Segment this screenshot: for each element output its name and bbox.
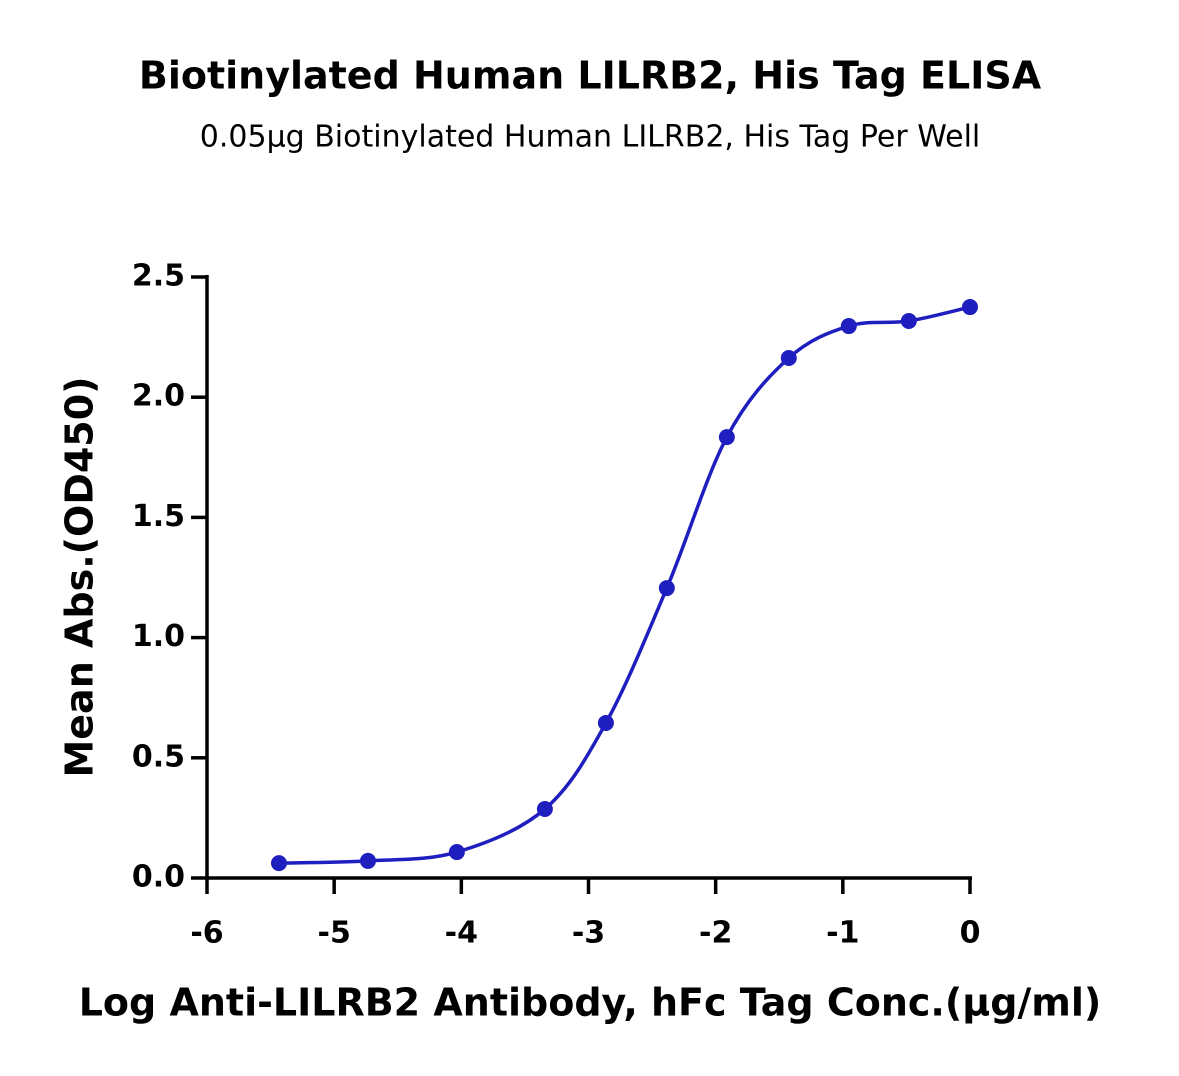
y-tick-label: 0.5 xyxy=(132,739,185,774)
y-tick-label: 2.0 xyxy=(132,379,185,414)
data-point xyxy=(448,844,465,861)
data-point xyxy=(536,801,553,818)
x-axis-label: Log Anti-LILRB2 Antibody, hFc Tag Conc.(… xyxy=(79,981,1102,1025)
data-point xyxy=(718,429,735,446)
x-tick-label: -5 xyxy=(318,916,351,951)
data-point xyxy=(840,318,857,335)
curve xyxy=(278,305,971,865)
y-tick-label: 2.5 xyxy=(132,259,185,294)
x-tick-label: -1 xyxy=(826,916,859,951)
y-tick-label: 0.0 xyxy=(132,860,185,895)
y-tick-label: 1.5 xyxy=(132,499,185,534)
x-tick-label: -4 xyxy=(445,916,478,951)
x-tick-label: -2 xyxy=(699,916,732,951)
data-point xyxy=(597,714,614,731)
data-point xyxy=(962,299,978,316)
x-tick-label: 0 xyxy=(960,916,981,951)
y-axis-label: Mean Abs.(OD450) xyxy=(58,376,102,777)
data-point xyxy=(359,852,376,869)
x-tick-label: -6 xyxy=(190,916,223,951)
chart-title: Biotinylated Human LILRB2, His Tag ELISA xyxy=(139,54,1042,98)
data-point xyxy=(658,580,675,597)
data-point xyxy=(900,312,917,329)
x-tick-label: -3 xyxy=(572,916,605,951)
chart-subtitle: 0.05μg Biotinylated Human LILRB2, His Ta… xyxy=(200,120,980,155)
data-point xyxy=(270,855,287,872)
y-tick-label: 1.0 xyxy=(132,619,185,654)
data-point xyxy=(780,350,797,367)
